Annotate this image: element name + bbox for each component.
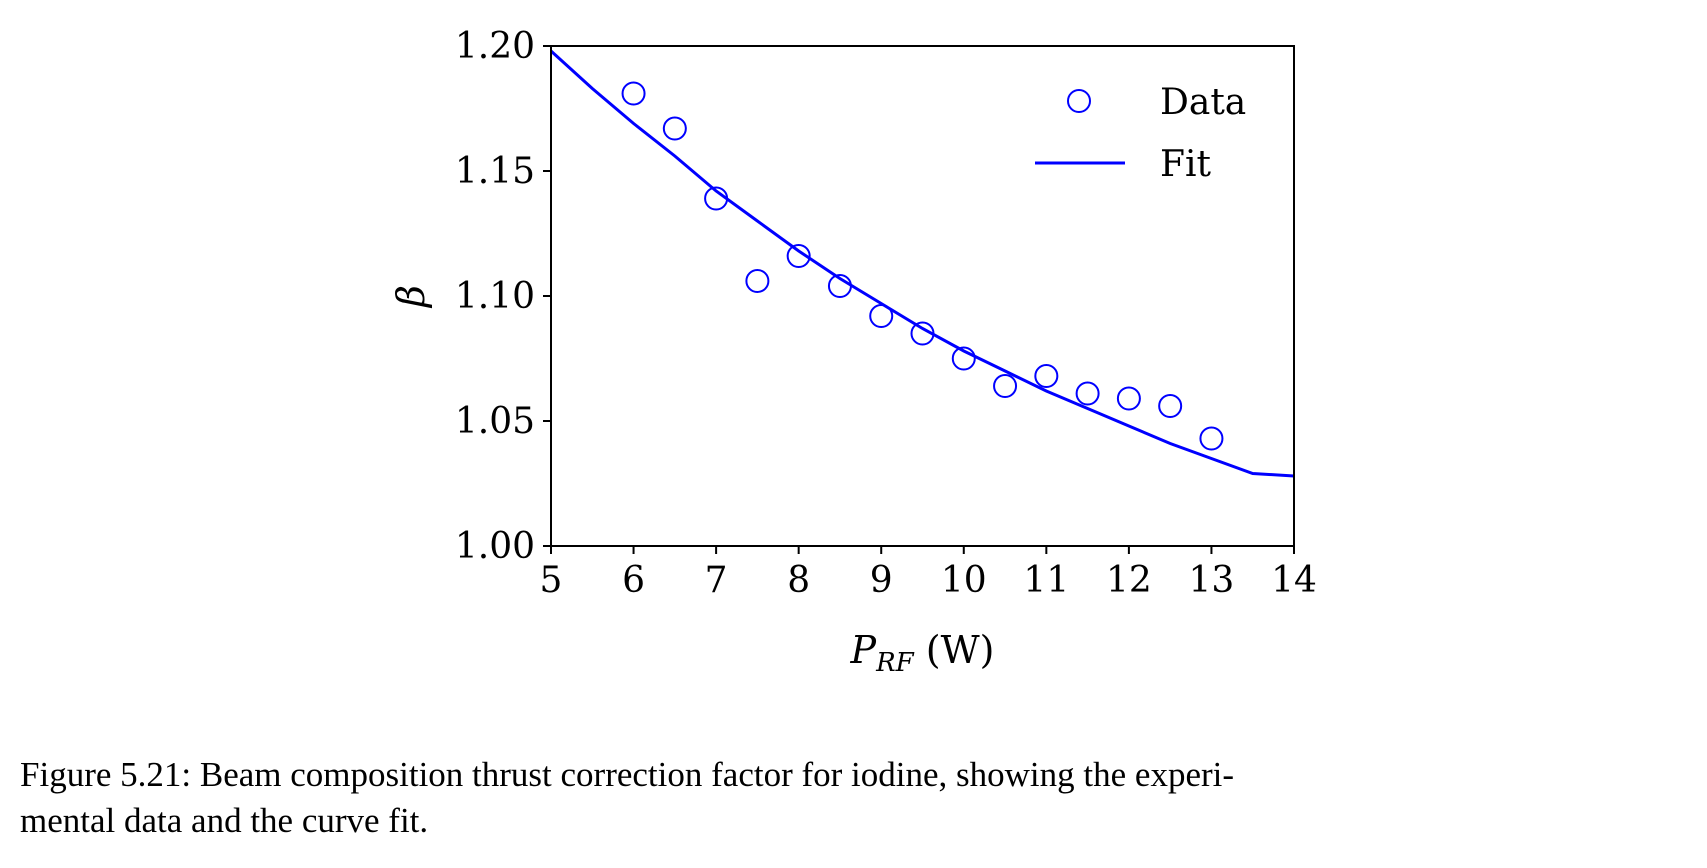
- x-tick-label: 10: [941, 560, 987, 601]
- data-point: [745, 269, 770, 293]
- data-point: [910, 321, 935, 346]
- data-point: [786, 244, 811, 268]
- x-tick-label: 13: [1189, 560, 1235, 601]
- data-point: [1075, 381, 1100, 406]
- data-point: [827, 274, 852, 298]
- data-point: [1199, 426, 1224, 451]
- caption-line-2: mental data and the curve fit.: [20, 801, 429, 840]
- caption-line-1: Figure 5.21: Beam composition thrust cor…: [20, 755, 1235, 794]
- data-point: [621, 81, 646, 106]
- y-tick-label: 1.20: [455, 26, 535, 67]
- x-tick-label: 7: [705, 560, 728, 601]
- y-tick-label: 1.15: [455, 151, 535, 192]
- fit-line: [549, 49, 1295, 478]
- x-axis-ticks: 5 6 7 8 9 10 11 12 13 14: [540, 546, 1317, 601]
- legend-marker-data: [1067, 89, 1091, 113]
- y-tick-label: 1.10: [455, 276, 535, 317]
- data-point: [951, 346, 976, 371]
- y-axis-label: β: [389, 285, 433, 309]
- data-point: [704, 186, 729, 211]
- x-tick-label: 11: [1023, 560, 1069, 601]
- x-tick-label: 6: [622, 560, 645, 601]
- x-axis-label-main: P: [850, 628, 878, 672]
- data-point: [993, 374, 1018, 398]
- x-tick-label: 14: [1271, 560, 1317, 601]
- fit-layer: [549, 49, 1295, 478]
- legend-label-data: Data: [1160, 82, 1246, 123]
- x-axis-label: PRF (W): [850, 628, 995, 678]
- legend: Data Fit: [1035, 82, 1246, 185]
- data-point: [1116, 386, 1141, 411]
- legend-label-fit: Fit: [1160, 144, 1211, 185]
- data-point: [662, 116, 687, 141]
- figure-caption: Figure 5.21: Beam composition thrust cor…: [20, 752, 1690, 844]
- y-tick-label: 1.05: [455, 401, 535, 442]
- y-tick-label: 1.00: [455, 526, 535, 567]
- data-point: [1034, 364, 1059, 388]
- x-axis-label-unit: (W): [914, 628, 995, 672]
- x-tick-label: 9: [870, 560, 893, 601]
- chart: 5 6 7 8 9 10 11 12 13 14 1.00 1.05 1.10 1.15 1.20 PRF…: [389, 26, 1317, 678]
- x-tick-label: 5: [540, 560, 563, 601]
- x-tick-label: 8: [787, 560, 810, 601]
- data-point: [869, 304, 894, 328]
- data-layer: [621, 81, 1224, 451]
- y-axis-ticks: 1.00 1.05 1.10 1.15 1.20: [455, 26, 551, 567]
- x-tick-label: 12: [1106, 560, 1152, 601]
- data-point: [1158, 394, 1183, 418]
- x-axis-label-subscript: RF: [875, 648, 915, 678]
